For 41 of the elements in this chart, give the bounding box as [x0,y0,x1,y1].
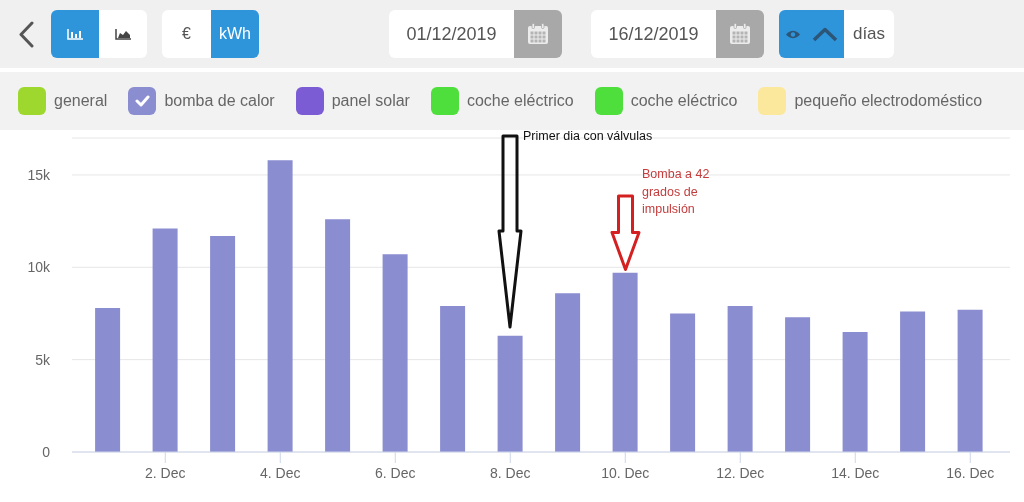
x-tick-label: 16. Dec [946,465,995,481]
legend-label: general [54,92,108,109]
annotation: Primer dia con válvulas [523,129,653,143]
y-tick-label: 15k [27,166,51,183]
bar [612,272,638,452]
y-tick-label: 5k [35,351,51,368]
y-tick-label: 0 [42,443,51,460]
x-tick-label: 10. Dec [601,465,650,481]
x-tick-label: 14. Dec [831,465,880,481]
bar [95,307,121,452]
bar [555,293,581,452]
bar [957,309,983,452]
legend-label: coche eléctrico [466,92,574,109]
bar [900,311,926,452]
x-tick-label: 8. Dec [490,465,531,481]
bar [727,306,753,452]
legend-label: panel solar [331,92,410,109]
unit-button: kWh [211,10,259,58]
bar [152,228,178,452]
bar [267,160,293,452]
bar [325,219,351,452]
bar [497,335,523,452]
x-tick-label: 6. Dec [375,465,416,481]
x-tick-label: 12. Dec [716,465,765,481]
legend-label: bomba de calor [164,92,275,109]
bar [670,313,696,452]
legend-label: pequeño electrodoméstico [794,92,983,109]
days-button: días [844,10,894,58]
bar [210,235,236,452]
annotation: Bomba a 42 grados de impulsión [642,167,710,216]
y-tick-label: 10k [27,259,51,276]
euro-button: € [162,10,211,58]
date-field: 16/12/2019 [591,10,716,58]
bar [785,317,811,452]
bar [440,306,466,452]
bar [842,331,868,452]
x-tick-label: 4. Dec [260,465,301,481]
bar [382,254,408,452]
x-tick-label: 2. Dec [145,465,186,481]
date-field: 01/12/2019 [389,10,514,58]
legend-label: coche eléctrico [630,92,738,109]
